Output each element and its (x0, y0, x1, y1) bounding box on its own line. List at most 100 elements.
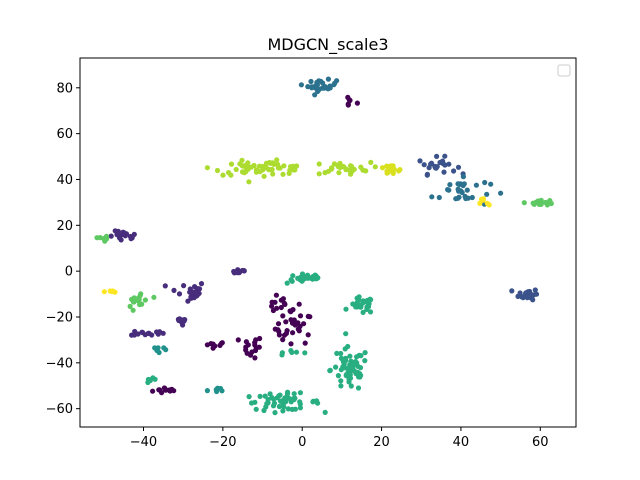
data-point (241, 268, 247, 274)
data-point (263, 404, 269, 410)
data-point (272, 410, 278, 416)
data-point (131, 332, 137, 338)
data-point (245, 164, 251, 171)
data-point (451, 168, 457, 174)
data-point (488, 181, 494, 187)
data-point (210, 345, 216, 351)
data-point (160, 330, 166, 336)
data-point (204, 165, 210, 171)
data-point (322, 409, 328, 415)
data-point (137, 292, 143, 298)
data-point (280, 408, 286, 414)
data-point (484, 191, 490, 197)
data-point (316, 171, 322, 177)
data-point (346, 97, 352, 103)
data-point (367, 309, 374, 315)
data-point (151, 294, 157, 300)
data-point (176, 291, 183, 297)
data-point (332, 80, 338, 86)
data-point (421, 162, 427, 168)
data-point (243, 339, 249, 345)
x-tick-label: 0 (298, 435, 306, 450)
data-point (271, 161, 277, 167)
data-point (107, 288, 113, 294)
data-point (253, 406, 259, 412)
data-point (297, 401, 303, 407)
data-point (348, 383, 354, 389)
data-point (498, 190, 504, 196)
data-point (298, 274, 304, 280)
data-point (360, 167, 366, 173)
data-point (284, 391, 291, 397)
data-point (142, 297, 148, 303)
data-point (301, 321, 307, 327)
data-point (290, 330, 296, 336)
legend-box (557, 64, 571, 77)
data-point (131, 231, 137, 237)
data-point (302, 350, 308, 356)
data-point (429, 194, 435, 200)
data-point (280, 171, 286, 177)
data-point (336, 170, 342, 176)
data-point (297, 313, 304, 319)
y-tick-label: 80 (56, 81, 73, 96)
data-point (152, 345, 158, 351)
data-point (327, 83, 333, 89)
data-point (283, 396, 290, 402)
data-point (437, 159, 443, 166)
data-point (347, 375, 354, 381)
data-point (337, 164, 343, 171)
data-point (145, 376, 151, 383)
data-point (315, 275, 321, 281)
data-point (527, 288, 533, 295)
data-point (305, 84, 311, 90)
data-point (473, 182, 479, 188)
data-point (532, 287, 538, 293)
data-point (313, 82, 319, 89)
data-point (342, 346, 348, 352)
data-point (269, 395, 275, 401)
data-point (275, 327, 281, 333)
data-point (262, 164, 268, 170)
data-point (338, 350, 344, 357)
y-tick-label: −20 (46, 310, 73, 325)
data-point (291, 391, 297, 397)
x-tick-label: 40 (453, 435, 470, 450)
x-tick-label: 20 (373, 435, 390, 450)
data-point (480, 197, 486, 203)
data-point (269, 303, 275, 309)
data-point (314, 398, 320, 404)
data-point (384, 163, 390, 169)
data-point (348, 358, 354, 364)
data-point (247, 352, 254, 358)
data-point (334, 350, 340, 356)
data-point (198, 281, 205, 287)
data-point (246, 394, 252, 400)
data-point (441, 169, 447, 175)
data-point (297, 405, 303, 411)
data-point (220, 172, 226, 178)
data-point (509, 288, 515, 294)
data-point (341, 359, 347, 365)
data-point (274, 157, 280, 163)
data-point (103, 233, 110, 239)
data-point (279, 399, 285, 405)
x-tick-label: −20 (209, 435, 236, 450)
data-point (182, 317, 188, 323)
data-point (272, 299, 278, 305)
data-point (464, 187, 470, 193)
data-point (356, 297, 362, 303)
data-point (214, 167, 221, 174)
data-point (289, 349, 295, 355)
data-point (372, 164, 378, 170)
data-point (289, 406, 295, 412)
data-point (345, 102, 351, 108)
y-tick-label: 60 (56, 127, 73, 142)
y-axis: −60 −40 −20 0 20 40 60 80 (46, 81, 80, 417)
data-point (358, 353, 364, 359)
data-point (128, 236, 134, 242)
data-point (233, 166, 239, 173)
data-point (162, 283, 168, 289)
data-point (196, 286, 203, 292)
data-point (365, 304, 372, 310)
